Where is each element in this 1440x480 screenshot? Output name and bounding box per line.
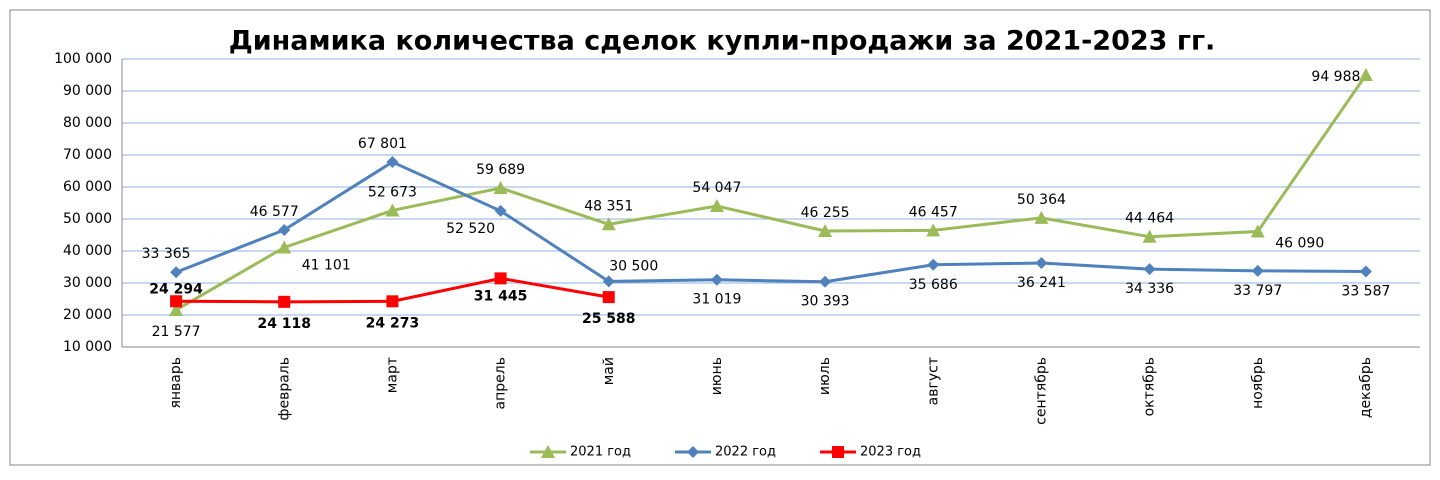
value-label: 94 988: [1311, 69, 1360, 85]
value-label: 46 255: [801, 205, 850, 221]
value-label: 31 445: [474, 288, 528, 304]
y-tick-label: 60 000: [63, 179, 112, 195]
value-label: 30 500: [609, 258, 658, 274]
marker: [277, 240, 292, 254]
legend-label: 2023 год: [860, 445, 921, 460]
value-label: 52 520: [446, 221, 495, 237]
marker: [386, 295, 399, 308]
marker: [386, 156, 399, 169]
value-label: 44 464: [1125, 211, 1174, 227]
y-tick-label: 100 000: [54, 51, 112, 67]
value-label: 46 457: [909, 204, 958, 220]
value-label: 30 393: [801, 294, 850, 310]
marker: [1250, 224, 1265, 238]
y-tick-label: 30 000: [63, 275, 112, 291]
marker: [602, 275, 615, 288]
value-label: 52 673: [368, 184, 417, 200]
marker: [602, 291, 615, 304]
value-label: 24 294: [149, 281, 203, 297]
marker: [170, 266, 183, 279]
value-label: 35 686: [909, 277, 958, 293]
value-label: 36 241: [1017, 275, 1066, 291]
marker: [1035, 257, 1048, 270]
marker: [170, 295, 183, 308]
value-label: 24 118: [257, 316, 311, 332]
x-tick-label: июль: [817, 357, 833, 395]
marker: [1359, 265, 1372, 278]
x-tick-label: август: [925, 357, 941, 405]
x-tick-label: май: [601, 357, 617, 385]
chart-title: Динамика количества сделок купли-продажи…: [229, 26, 1216, 57]
series-line: [175, 160, 1366, 284]
legend-marker: [687, 446, 699, 458]
y-tick-label: 50 000: [63, 211, 112, 227]
marker: [710, 273, 723, 286]
marker: [927, 258, 940, 271]
value-label: 21 577: [152, 324, 201, 340]
x-tick-label: ноябрь: [1250, 357, 1266, 409]
marker: [1358, 68, 1373, 82]
value-label: 33 797: [1233, 283, 1282, 299]
marker: [1251, 264, 1264, 277]
x-tick-label: июнь: [709, 357, 725, 395]
marker: [385, 203, 400, 217]
y-tick-label: 90 000: [63, 83, 112, 99]
marker: [709, 199, 724, 213]
marker: [1034, 210, 1049, 224]
y-tick-label: 80 000: [63, 115, 112, 131]
value-label: 50 364: [1017, 192, 1066, 208]
legend-label: 2021 год: [570, 445, 631, 460]
value-label: 41 101: [302, 257, 351, 273]
marker: [926, 223, 941, 237]
x-tick-label: январь: [168, 357, 184, 409]
marker: [1143, 263, 1156, 276]
marker: [494, 272, 507, 285]
marker: [169, 302, 184, 316]
value-label: 33 587: [1341, 284, 1390, 300]
value-label: 34 336: [1125, 281, 1174, 297]
marker: [278, 223, 291, 236]
value-label: 31 019: [692, 292, 741, 308]
marker: [601, 217, 616, 231]
value-label: 33 365: [142, 246, 191, 262]
marker: [1142, 229, 1157, 243]
value-label: 54 047: [692, 180, 741, 196]
x-tick-label: февраль: [276, 357, 292, 421]
marker: [278, 295, 291, 308]
y-tick-label: 20 000: [63, 307, 112, 323]
value-label: 59 689: [476, 162, 525, 178]
marker: [819, 275, 832, 288]
value-label: 46 090: [1275, 236, 1324, 252]
value-label: 67 801: [358, 136, 407, 152]
y-tick-label: 40 000: [63, 243, 112, 259]
legend-marker: [832, 446, 844, 458]
series-line: [175, 74, 1368, 312]
legend-label: 2022 год: [715, 445, 776, 460]
value-label: 48 351: [584, 198, 633, 214]
legend-marker: [541, 445, 555, 458]
value-label: 25 588: [582, 311, 636, 327]
marker: [818, 223, 833, 237]
value-label: 46 577: [250, 204, 299, 220]
marker: [494, 204, 507, 217]
x-tick-label: октябрь: [1142, 357, 1158, 416]
x-tick-label: сентябрь: [1033, 357, 1049, 425]
x-tick-label: декабрь: [1358, 357, 1374, 418]
chart-frame: [9, 9, 1431, 466]
marker: [493, 180, 508, 194]
value-label: 24 273: [366, 315, 420, 331]
y-tick-label: 70 000: [63, 147, 112, 163]
y-tick-label: 10 000: [63, 339, 112, 355]
x-tick-label: апрель: [493, 357, 509, 409]
x-tick-label: март: [384, 357, 400, 393]
